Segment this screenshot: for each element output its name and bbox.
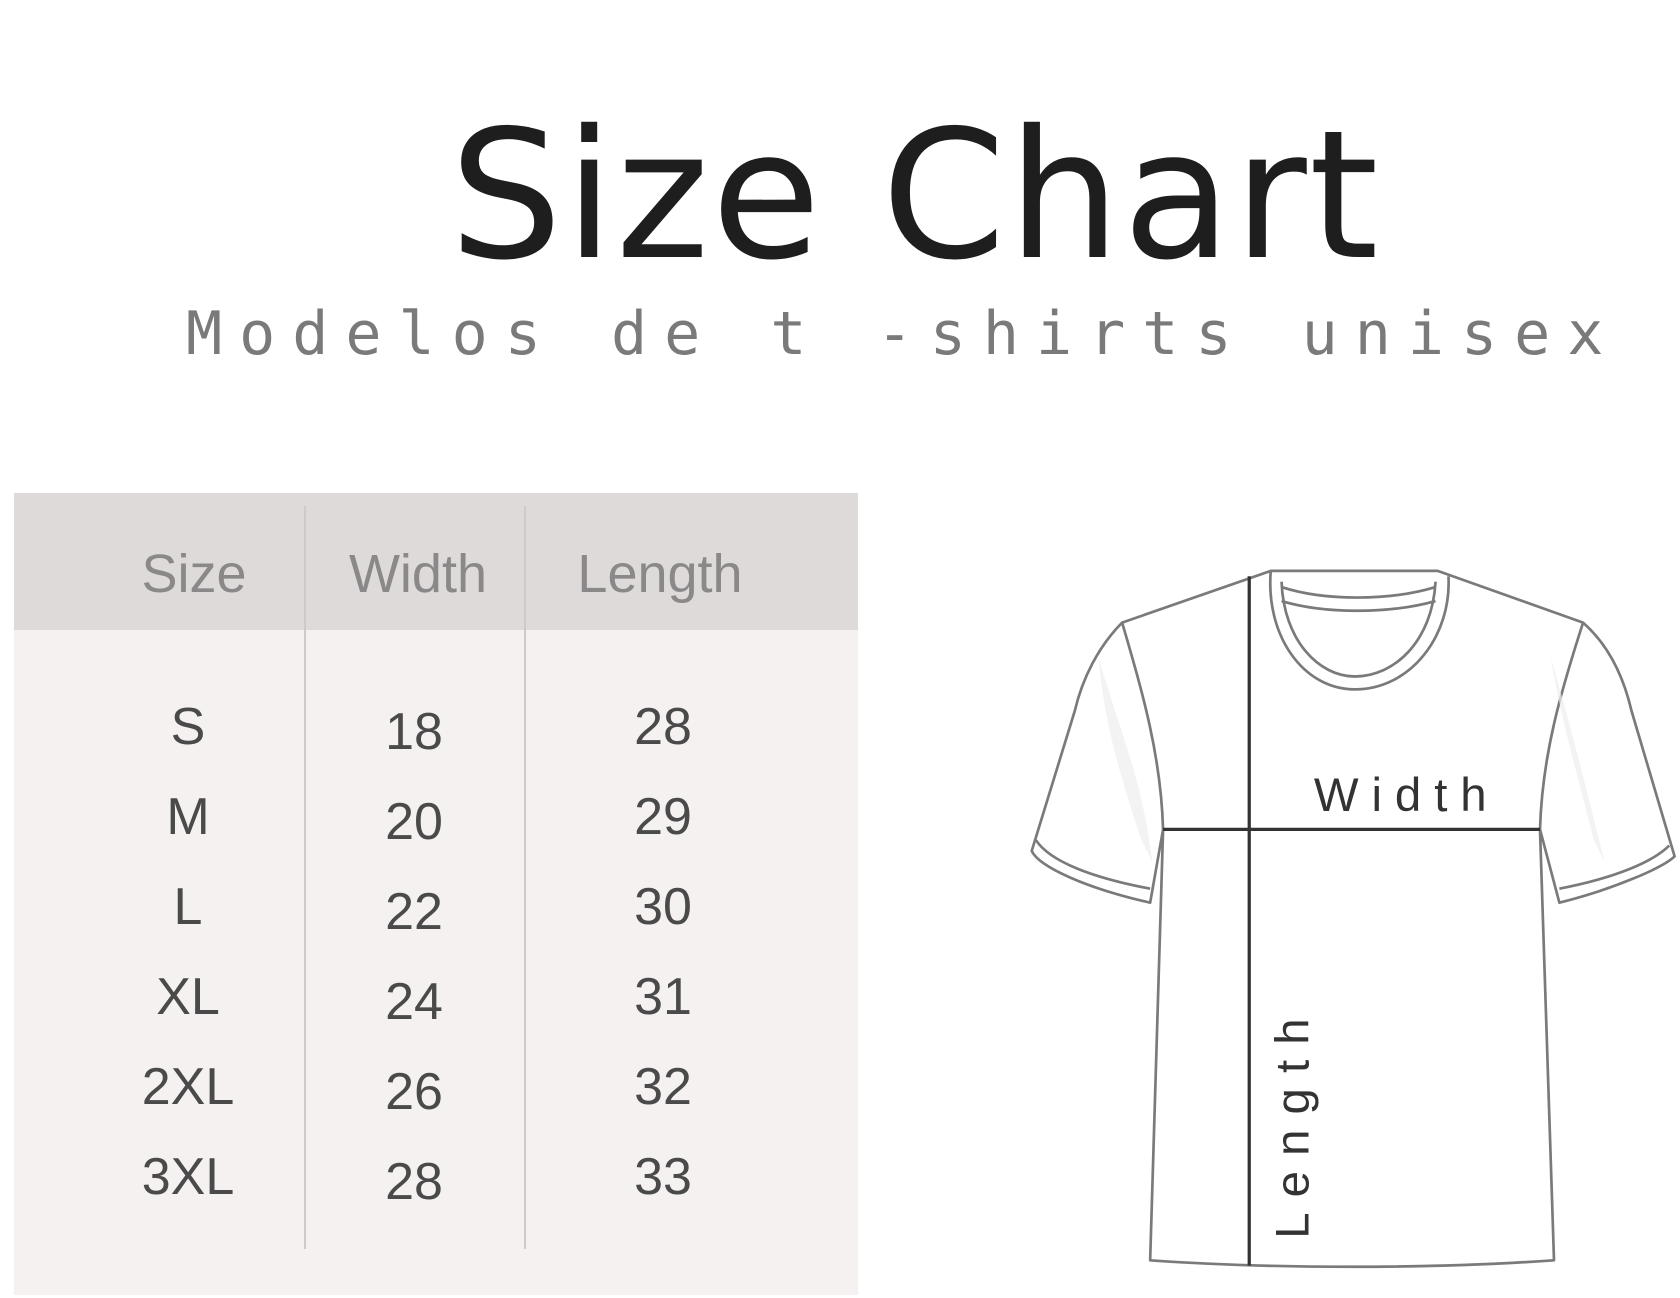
cell-width: 24 — [385, 973, 443, 1031]
cell-length: 32 — [634, 1058, 692, 1116]
cell-length: 31 — [634, 968, 692, 1026]
cell-length: 29 — [634, 788, 692, 846]
header-length: Length — [577, 544, 743, 604]
cell-width: 18 — [385, 703, 443, 761]
cell-size: L — [173, 878, 203, 936]
size-table: Size Width Length S 18 28 M 20 29 L 22 30 XL 24 31 2… — [14, 493, 858, 1295]
cell-length: 30 — [634, 878, 692, 936]
cell-size: M — [166, 788, 210, 846]
cell-size: XL — [156, 968, 220, 1026]
cell-width: 28 — [385, 1153, 443, 1211]
cell-width: 26 — [385, 1063, 443, 1121]
cell-length: 33 — [634, 1148, 692, 1206]
cell-length: 28 — [634, 698, 692, 756]
page-title: Size Chart — [449, 92, 1381, 299]
cell-size: 3XL — [141, 1148, 235, 1206]
cell-size: 2XL — [141, 1058, 235, 1116]
width-label: Width — [1314, 769, 1500, 822]
length-label: Length — [1266, 1003, 1319, 1238]
header-width: Width — [348, 544, 488, 604]
table-header — [14, 493, 858, 630]
tshirt-shading — [1098, 657, 1605, 862]
cell-width: 20 — [385, 793, 443, 851]
cell-width: 22 — [385, 883, 443, 941]
column-divider — [304, 506, 306, 1249]
page-subtitle: Modelos de t -shirts unisex — [186, 299, 1621, 369]
cell-size: S — [170, 698, 206, 756]
header-size: Size — [141, 544, 247, 604]
tshirt-outline — [1030, 569, 1676, 1269]
column-divider — [524, 506, 526, 1249]
